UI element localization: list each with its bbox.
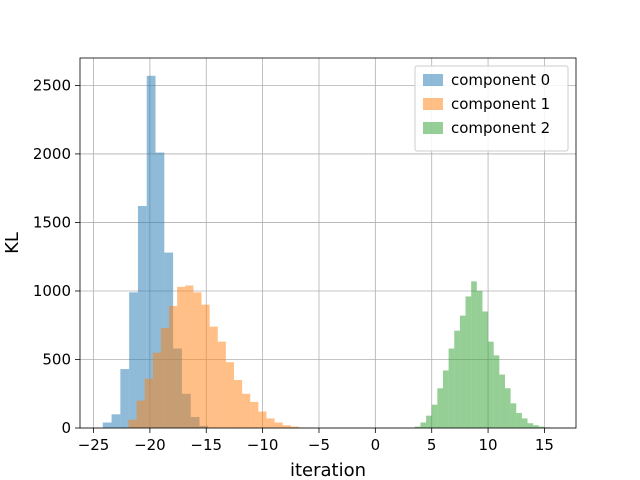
histogram-bar xyxy=(274,422,283,428)
x-tick-label: −10 xyxy=(247,436,279,454)
y-tick-label: 500 xyxy=(42,350,71,368)
histogram-bar xyxy=(225,362,234,428)
histogram-bar xyxy=(527,423,534,428)
histogram-bar xyxy=(414,426,421,428)
legend-label: component 1 xyxy=(451,95,550,113)
histogram-bar xyxy=(426,415,432,428)
x-tick-label: −5 xyxy=(308,436,330,454)
y-axis-label: KL xyxy=(2,232,23,254)
histogram-bar xyxy=(290,426,299,428)
histogram-bar xyxy=(177,286,186,428)
legend-swatch xyxy=(423,122,443,134)
histogram-bar xyxy=(533,425,539,428)
y-tick-label: 2000 xyxy=(33,145,71,163)
histogram-bar xyxy=(209,326,218,428)
histogram-bar xyxy=(538,426,545,428)
histogram-bar xyxy=(201,304,210,428)
histogram-bar xyxy=(516,412,522,428)
histogram-bar xyxy=(448,348,455,428)
legend-box xyxy=(414,65,569,152)
legend-label: component 0 xyxy=(451,71,550,89)
histogram-bar xyxy=(102,422,112,428)
histogram-bar xyxy=(185,285,194,428)
plot-frame xyxy=(79,57,577,429)
series-1 xyxy=(128,285,316,428)
histogram-bars xyxy=(102,75,551,429)
histogram-bar xyxy=(465,296,472,428)
histogram-bar xyxy=(482,311,489,428)
histogram-bar xyxy=(193,292,202,428)
series-2 xyxy=(414,281,551,428)
histogram-bar xyxy=(476,290,483,428)
histogram-bar xyxy=(431,404,438,428)
histogram-bar xyxy=(250,401,259,428)
histogram-bar xyxy=(454,330,460,428)
histogram-bar xyxy=(499,374,505,428)
histogram-bar xyxy=(160,327,170,428)
legend: component 0 component 1 component 2 xyxy=(414,65,569,152)
histogram-bar xyxy=(128,419,137,428)
histogram-bar xyxy=(282,425,291,428)
y-tick-label: 1000 xyxy=(33,282,71,300)
histogram-bar xyxy=(459,315,466,428)
histogram-bar xyxy=(155,152,165,429)
x-tick-label: 5 xyxy=(427,436,437,454)
y-tick-label: 0 xyxy=(61,419,71,437)
x-tick-label: 10 xyxy=(479,436,498,454)
histogram-bar xyxy=(504,388,511,428)
x-tick-label: 0 xyxy=(371,436,381,454)
y-tick-label: 1500 xyxy=(33,213,71,231)
histogram-bar xyxy=(137,206,147,428)
legend-label: component 2 xyxy=(451,119,550,137)
histogram-bar xyxy=(152,352,161,428)
histogram-bar xyxy=(442,370,449,428)
x-tick-label: −20 xyxy=(134,436,166,454)
histogram-bar xyxy=(136,400,145,428)
x-tick-label: −25 xyxy=(78,436,110,454)
x-tick-label: −15 xyxy=(190,436,222,454)
histogram-bar xyxy=(144,378,153,428)
histogram-bar xyxy=(169,306,178,428)
histogram-bar xyxy=(233,380,243,428)
histogram-bar xyxy=(488,341,494,428)
histogram-bar xyxy=(266,418,275,428)
histogram-bar xyxy=(510,403,517,428)
histogram-bar xyxy=(471,281,477,428)
legend-swatch xyxy=(423,74,443,86)
histogram-bar xyxy=(146,75,156,428)
x-axis: −25 −20 −15 −10 −5 0 5 10 15 xyxy=(78,428,554,454)
legend-swatch xyxy=(423,98,443,110)
y-axis: 0 500 1000 1500 2000 2500 xyxy=(33,76,80,437)
histogram-bar xyxy=(242,393,251,428)
histogram-bar xyxy=(120,369,130,428)
histogram-bar xyxy=(420,422,427,428)
histogram-bar xyxy=(437,388,443,428)
y-tick-label: 2500 xyxy=(33,76,71,94)
x-axis-label: iteration xyxy=(290,460,366,480)
histogram-bar xyxy=(521,418,528,428)
histogram-bar xyxy=(217,341,226,428)
histogram-bar xyxy=(129,292,138,428)
x-tick-label: 15 xyxy=(535,436,554,454)
histogram-bar xyxy=(111,414,121,428)
histogram-bar xyxy=(493,355,500,428)
histogram-bar xyxy=(258,411,267,428)
